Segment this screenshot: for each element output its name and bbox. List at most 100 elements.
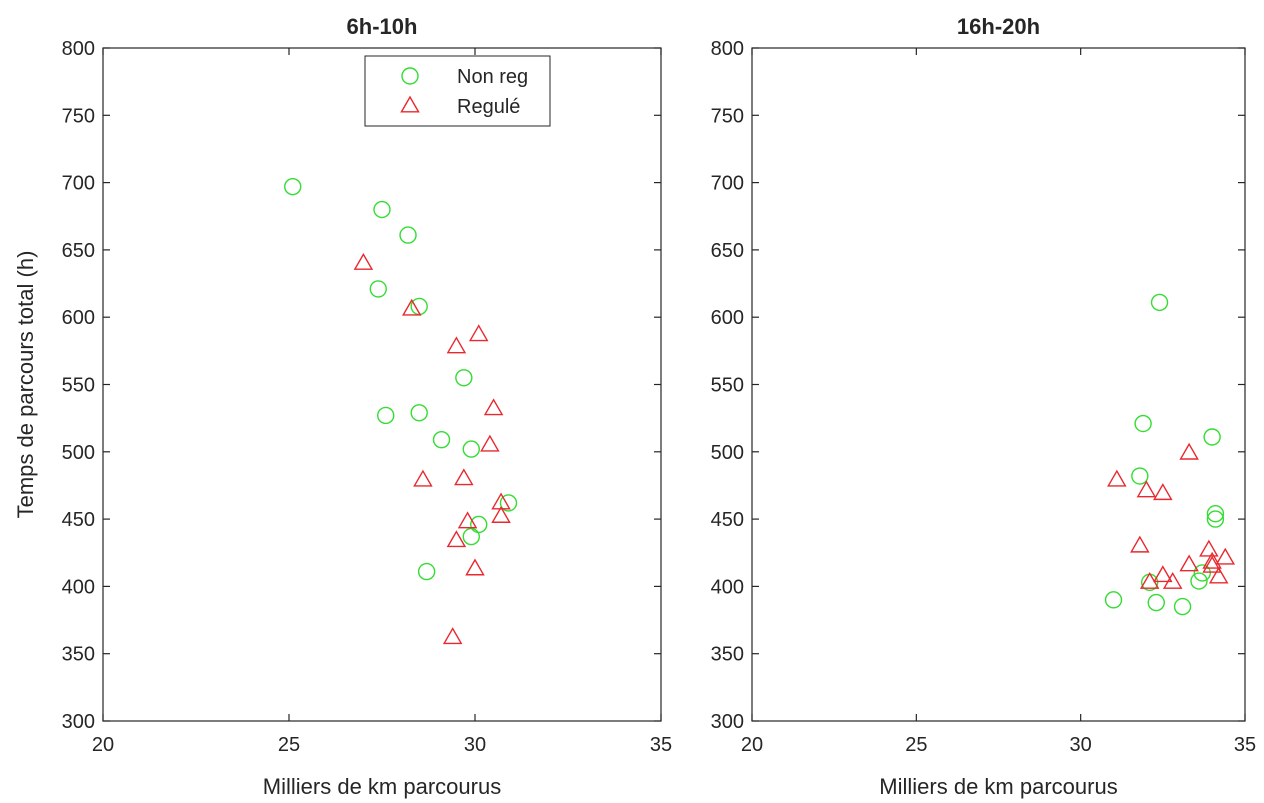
y-axis-label: Temps de parcours total (h) [13, 251, 38, 519]
data-point-triangle [446, 336, 467, 354]
data-point-triangle [1179, 554, 1199, 572]
data-point-circle [432, 430, 451, 449]
data-point-triangle [465, 558, 485, 576]
data-point-triangle [1199, 539, 1219, 557]
data-point-circle [1190, 572, 1208, 590]
legend: Non reg Regulé [364, 55, 551, 127]
plot-area-frame [102, 47, 662, 722]
y-tick-label: 650 [62, 240, 95, 262]
legend-frame [364, 55, 551, 127]
data-point-triangle [442, 627, 463, 645]
data-point-circle [455, 369, 473, 387]
data-point-circle [1193, 564, 1211, 582]
y-tick-label: 400 [711, 576, 744, 598]
x-tick-label: 35 [1234, 734, 1256, 756]
data-point-triangle [457, 511, 478, 529]
chart-title: 6h-10h [347, 14, 418, 39]
data-point-triangle [1202, 555, 1222, 573]
data-point-triangle [454, 468, 474, 486]
data-point-circle [1147, 593, 1165, 612]
y-tick-label: 450 [62, 509, 95, 531]
x-axis-label: Milliers de km parcourus [879, 774, 1117, 799]
x-tick-label: 20 [741, 734, 763, 756]
y-tick-label: 400 [62, 576, 95, 598]
series-1 [284, 177, 518, 581]
data-point-triangle [1179, 442, 1199, 460]
y-tick-label: 550 [62, 375, 95, 397]
data-point-triangle [401, 298, 422, 316]
data-point-triangle [413, 469, 433, 487]
plot-area-frame [751, 47, 1246, 722]
chart-panel-2: 16h-20h 20 25 30 35 300 350 400 450 500 550 600 650 7… [711, 14, 1257, 799]
data-point-circle [410, 404, 428, 422]
y-tick-label: 350 [711, 644, 744, 666]
data-point-circle [1150, 293, 1169, 312]
y-tick-label: 350 [62, 644, 95, 666]
data-point-circle [373, 200, 391, 219]
y-tick-label: 550 [711, 375, 744, 397]
data-point-circle [417, 562, 436, 581]
data-point-circle [1173, 597, 1192, 616]
legend-label: Regulé [457, 96, 520, 118]
data-point-triangle [1215, 547, 1236, 565]
y-tick-label: 750 [62, 105, 95, 127]
data-point-circle [462, 440, 480, 458]
data-point-circle [284, 177, 302, 196]
y-tick-label: 300 [711, 711, 744, 733]
data-point-triangle [1153, 483, 1173, 501]
legend-marker-circle [401, 67, 419, 85]
x-axis-label: Milliers de km parcourus [263, 774, 501, 799]
data-point-circle [369, 280, 387, 298]
data-point-triangle [1153, 565, 1173, 583]
y-tick-label: 800 [711, 38, 744, 60]
series-1 [1104, 293, 1225, 616]
data-point-triangle [1202, 551, 1222, 569]
data-point-triangle [446, 530, 467, 548]
data-point-circle [1131, 467, 1149, 485]
y-tick-label: 600 [62, 307, 95, 329]
data-point-circle [470, 515, 488, 534]
data-point-triangle [1136, 480, 1157, 498]
data-point-circle [1206, 510, 1225, 528]
chart-panel-1: 6h-10h 20 25 30 35 300 350 400 450 500 550 600 650 70… [13, 14, 672, 799]
y-tick-label: 450 [711, 509, 744, 531]
data-point-circle [1104, 591, 1123, 609]
data-point-triangle [1130, 535, 1150, 553]
data-point-triangle [1162, 571, 1183, 589]
data-point-triangle [483, 398, 504, 416]
data-point-triangle [1208, 566, 1229, 584]
x-tick-label: 30 [1070, 734, 1092, 756]
y-tick-label: 800 [62, 38, 95, 60]
series-2 [1107, 442, 1236, 589]
data-point-circle [462, 527, 480, 546]
y-tick-label: 750 [711, 105, 744, 127]
y-tick-label: 300 [62, 711, 95, 733]
x-tick-label: 30 [464, 734, 486, 756]
series-2 [353, 252, 511, 645]
data-point-triangle [1107, 469, 1127, 487]
y-tick-label: 600 [711, 307, 744, 329]
data-point-circle [1203, 428, 1221, 446]
data-point-triangle [480, 434, 500, 452]
data-point-circle [399, 226, 417, 244]
data-point-triangle [353, 252, 374, 270]
x-tick-label: 25 [278, 734, 300, 756]
legend-label: Non reg [457, 66, 528, 88]
data-point-circle [377, 406, 395, 425]
y-tick-label: 700 [711, 173, 744, 195]
x-tick-label: 25 [905, 734, 927, 756]
chart-title: 16h-20h [957, 14, 1040, 39]
y-tick-label: 700 [62, 173, 95, 195]
data-point-triangle [491, 506, 511, 523]
data-point-circle [1134, 414, 1152, 433]
x-tick-label: 20 [92, 734, 114, 756]
x-tick-label: 35 [650, 734, 672, 756]
legend-marker-triangle [400, 95, 420, 113]
data-point-circle [1206, 505, 1225, 523]
y-tick-label: 500 [711, 442, 744, 464]
data-point-circle [499, 494, 518, 512]
y-tick-label: 500 [62, 442, 95, 464]
y-tick-label: 650 [711, 240, 744, 262]
data-point-triangle [468, 324, 489, 342]
